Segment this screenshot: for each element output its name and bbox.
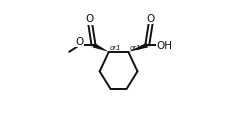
Polygon shape [92,43,108,52]
Text: O: O [75,37,83,47]
Polygon shape [128,43,147,52]
Text: OH: OH [156,41,172,51]
Text: O: O [85,14,94,24]
Text: or1: or1 [129,45,141,51]
Text: or1: or1 [110,45,121,51]
Text: O: O [146,14,154,24]
